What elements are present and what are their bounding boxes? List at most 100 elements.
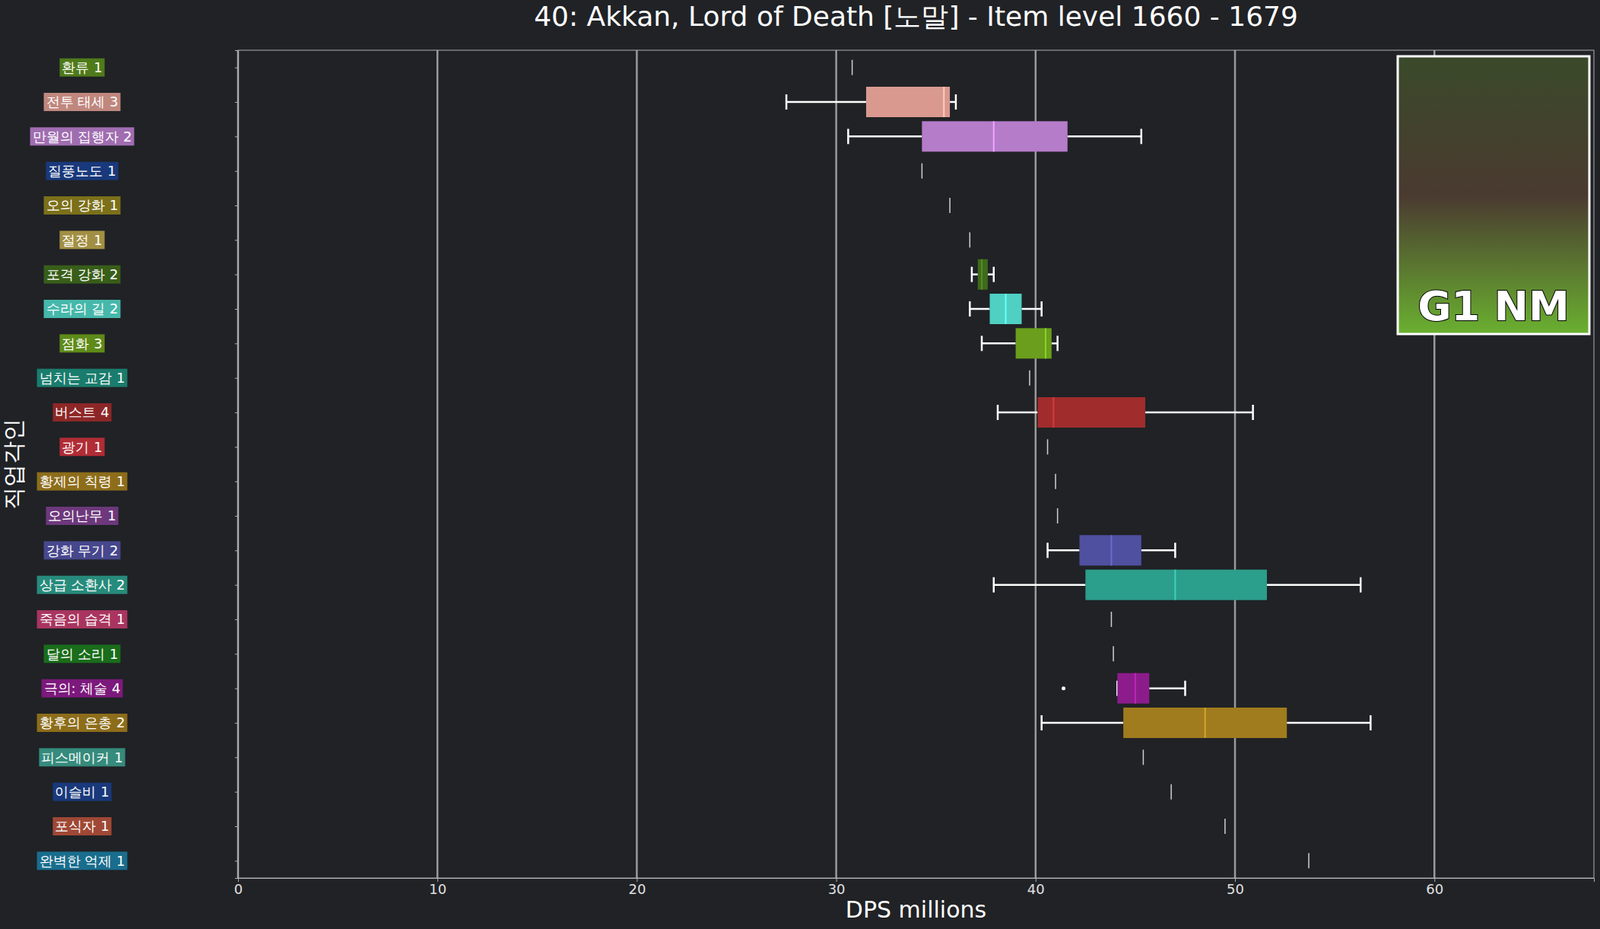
category-labels: 환류 1전투 태세 3만월의 집행자 2질풍노도 1오의 강화 1절정 1포격 … <box>30 58 135 870</box>
y-tick <box>234 308 239 310</box>
box-group <box>1111 611 1112 627</box>
box-group <box>851 60 853 76</box>
badge-bg <box>37 575 128 594</box>
box-group <box>1057 507 1058 524</box>
category-label: 상급 소환사 2 <box>39 576 126 593</box>
badge-bg <box>59 437 105 456</box>
whisker-cap-low <box>1040 714 1043 731</box>
y-tick-mark <box>234 136 239 137</box>
y-tick-mark <box>234 653 239 654</box>
box-group <box>997 396 1254 428</box>
whisker-low <box>969 307 990 311</box>
whisker-cap-high <box>1040 301 1043 317</box>
badge-bg <box>59 230 105 249</box>
median <box>1004 293 1007 324</box>
box-group <box>1171 784 1172 800</box>
annotation: G1 NM <box>1417 282 1570 331</box>
x-tick: 40 <box>1027 877 1045 897</box>
whisker-high <box>1149 686 1185 689</box>
badge-bg <box>52 782 112 801</box>
y-tick-mark <box>234 549 239 551</box>
category-label: 포격 강화 2 <box>46 266 119 283</box>
y-tick <box>234 619 239 620</box>
y-tick <box>234 171 239 172</box>
box-group <box>1308 852 1310 868</box>
median <box>1174 569 1176 600</box>
category-label: 황제의 칙령 1 <box>39 473 126 489</box>
category-label: 강화 무기 2 <box>46 542 119 559</box>
category-label: 절정 1 <box>61 231 102 248</box>
median <box>993 120 995 152</box>
category-badge: 포식자 1 <box>52 816 112 835</box>
badge-bg <box>44 92 121 112</box>
y-tick-mark <box>234 446 239 448</box>
whisker-cap-high <box>993 266 996 283</box>
median <box>1204 707 1207 738</box>
single-value <box>1112 645 1115 661</box>
single-value <box>1028 370 1031 386</box>
y-tick-mark <box>234 239 239 241</box>
whisker-cap-low <box>980 335 984 351</box>
category-label: 죽음의 습격 1 <box>39 610 126 627</box>
y-tick <box>234 239 239 241</box>
whisker-cap-low <box>847 128 850 144</box>
category-badge: 절정 1 <box>59 230 105 249</box>
y-tick-mark <box>234 619 239 620</box>
box <box>1085 569 1267 600</box>
whisker-cap-high <box>955 94 958 110</box>
y-tick <box>234 860 239 861</box>
whisker-cap-high <box>1184 680 1187 696</box>
category-badge: 오의 강화 1 <box>44 196 121 215</box>
median <box>1044 327 1047 359</box>
y-tick-mark <box>234 67 239 69</box>
grid-line <box>436 50 439 878</box>
y-tick-mark <box>234 377 239 379</box>
whisker-high <box>1145 411 1254 414</box>
median <box>980 259 983 290</box>
badge-bg <box>37 850 128 870</box>
box <box>1117 673 1150 704</box>
single-value <box>1054 473 1057 489</box>
box-group <box>847 120 1141 152</box>
single-value <box>1111 611 1113 627</box>
box <box>921 120 1067 152</box>
box-group <box>969 293 1042 324</box>
box-group <box>1061 673 1185 704</box>
category-label: 전투 태세 3 <box>46 93 119 110</box>
category-badge: 황제의 칙령 1 <box>37 472 128 491</box>
y-tick-mark <box>234 515 239 517</box>
whisker-high <box>1021 307 1042 311</box>
y-axis-line <box>234 50 239 879</box>
x-tick-label: 50 <box>1226 880 1245 897</box>
box <box>977 259 988 290</box>
whisker-cap-high <box>1251 404 1254 420</box>
y-tick-mark <box>234 825 239 827</box>
box-group <box>993 569 1361 600</box>
y-tick-mark <box>234 274 239 276</box>
badge-bg <box>38 747 125 766</box>
badge-bg <box>44 299 121 318</box>
whisker-high <box>1141 549 1176 552</box>
single-value <box>1170 784 1172 800</box>
y-tick <box>234 274 239 276</box>
category-label: 달의 소리 1 <box>46 645 119 662</box>
x-tick: 50 <box>1226 877 1245 897</box>
badge-bg <box>44 196 121 215</box>
category-label: 점화 3 <box>61 335 102 352</box>
median <box>942 86 945 118</box>
box <box>866 86 950 118</box>
y-tick <box>234 136 239 137</box>
y-tick-mark <box>234 860 239 861</box>
grid <box>238 50 1435 878</box>
y-tick <box>234 67 239 69</box>
category-label: 수라의 길 2 <box>46 300 119 317</box>
whisker-low <box>981 342 1016 345</box>
badge-bg <box>44 265 121 284</box>
whisker-cap-low <box>993 577 996 593</box>
category-badge: 오의난무 1 <box>45 506 118 525</box>
y-tick-mark <box>234 722 239 724</box>
y-tick-mark <box>234 342 239 344</box>
box <box>1015 327 1052 359</box>
y-tick <box>234 412 239 413</box>
category-label: 질풍노도 1 <box>47 162 116 179</box>
